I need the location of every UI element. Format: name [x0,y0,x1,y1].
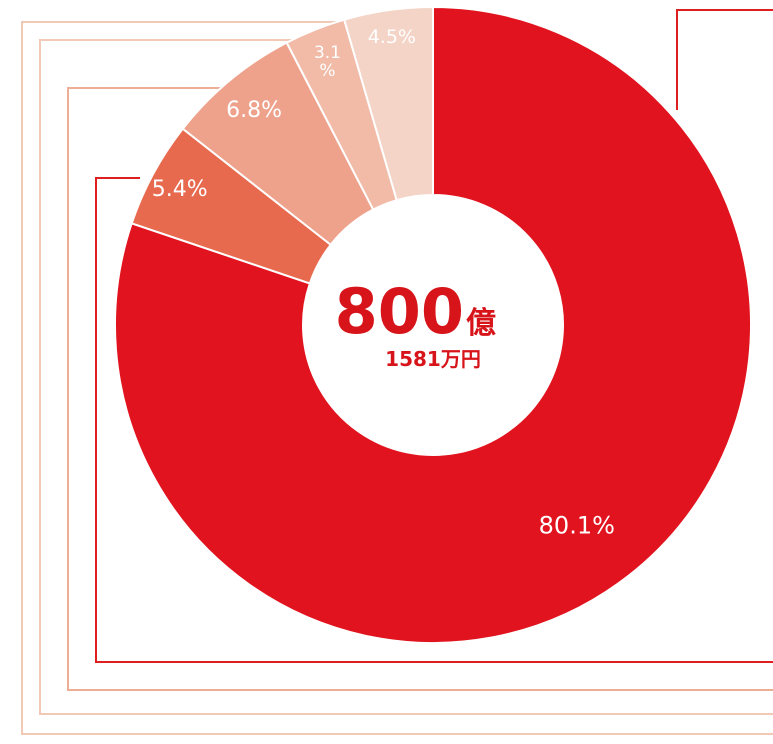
frame-2 [39,39,773,715]
center-unit: 億 [466,306,496,341]
center-label: 800 億 1581万円 [335,275,496,371]
center-amount: 800 [335,275,464,348]
frame-top-right [676,9,773,110]
frame-inner [95,177,773,663]
slice-label-4: 4.5% [368,26,416,48]
donut-slices [114,5,752,644]
frame-3 [67,87,773,691]
decorative-frames [21,9,773,735]
slice-label-2: 6.8% [226,98,282,123]
slice-label-1: 5.4% [152,177,208,202]
frame-outer [21,21,773,735]
slice-label-0: 80.1% [539,512,615,540]
slice-labels: 80.1% 5.4% 6.8% 3.1 % 4.5% [152,26,615,540]
slice-label-3: 3.1% [314,43,341,81]
donut-hole [303,195,563,455]
center-subtext: 1581万円 [385,347,481,371]
